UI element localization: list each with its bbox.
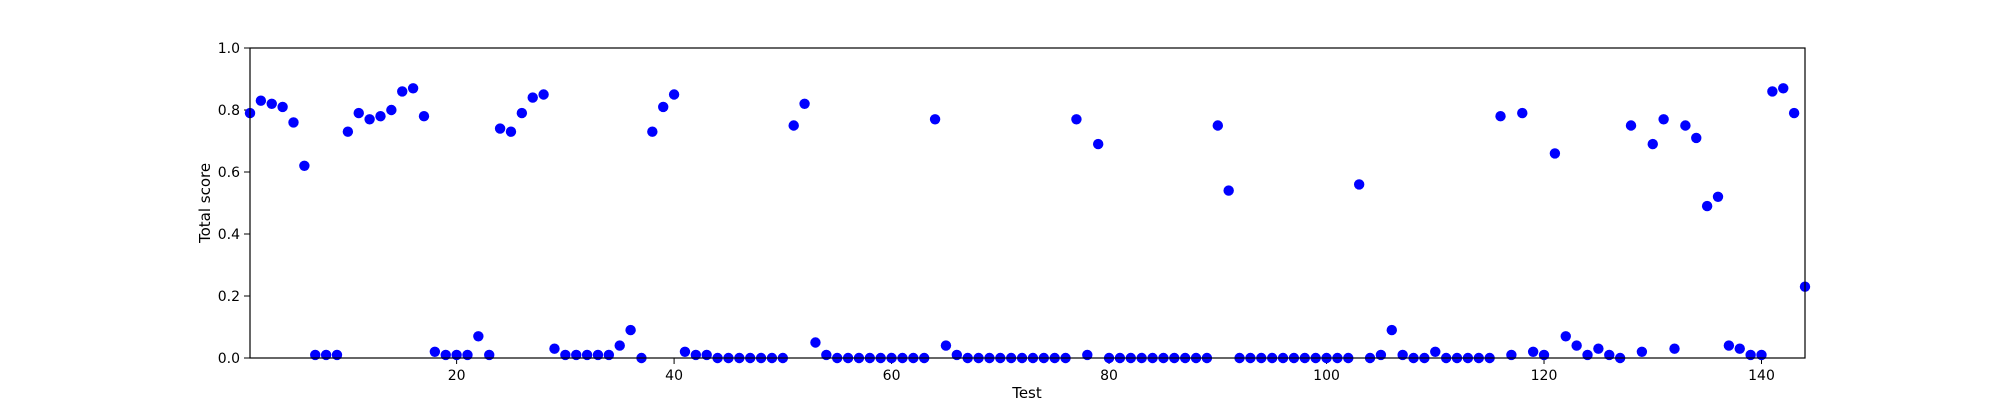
data-point <box>1593 343 1604 354</box>
data-point <box>1658 114 1669 125</box>
data-point <box>375 111 386 122</box>
x-tick-label: 80 <box>1100 368 1118 384</box>
data-point <box>1353 179 1365 190</box>
axis-ticks: 20 40 60 80 100 120 140 0.0 0.2 0.4 0.6 0.8 1.0 <box>218 41 1775 384</box>
plot-area <box>250 48 1805 358</box>
data-point <box>386 104 397 116</box>
data-point <box>1691 132 1702 144</box>
data-point <box>1625 120 1637 131</box>
data-point <box>1647 138 1658 150</box>
data-point <box>799 98 810 110</box>
y-tick-label: 0.8 <box>218 103 240 119</box>
data-point <box>494 123 506 134</box>
data-point <box>266 98 277 110</box>
data-point <box>788 120 799 131</box>
data-point <box>679 346 691 357</box>
data-point <box>418 111 430 122</box>
data-point <box>1071 114 1082 125</box>
data-point <box>1788 107 1800 119</box>
data-point <box>929 114 941 125</box>
data-point <box>364 114 375 125</box>
x-tick-label: 120 <box>1531 368 1558 384</box>
data-point <box>1723 340 1735 351</box>
x-tick-label: 60 <box>883 368 901 384</box>
data-point <box>647 126 658 137</box>
y-tick-label: 0.2 <box>218 289 240 305</box>
data-point <box>1636 346 1648 357</box>
x-tick-label: 40 <box>665 368 683 384</box>
x-axis-label: Test <box>1011 384 1042 400</box>
data-point <box>429 346 441 357</box>
data-point <box>625 324 636 336</box>
data-point <box>1778 83 1789 94</box>
data-point <box>668 89 680 100</box>
y-tick-label: 0.6 <box>218 165 240 181</box>
data-point <box>810 337 821 348</box>
data-point <box>353 107 364 119</box>
data-points <box>244 83 1811 364</box>
data-point <box>940 340 952 351</box>
data-point <box>1495 111 1506 122</box>
data-point <box>538 89 549 100</box>
data-point <box>1680 120 1691 131</box>
data-point <box>342 126 354 137</box>
data-point <box>614 340 625 351</box>
data-point <box>527 92 538 103</box>
data-point <box>1560 331 1571 342</box>
data-point <box>658 101 669 113</box>
y-tick-label: 1.0 <box>218 41 240 57</box>
data-point <box>1527 346 1539 357</box>
data-point <box>1571 340 1582 351</box>
data-point <box>277 101 288 113</box>
data-point <box>1734 343 1745 354</box>
data-point <box>299 160 310 171</box>
y-axis-label: Total score <box>196 163 214 244</box>
data-point <box>505 126 517 137</box>
data-point <box>1223 185 1234 196</box>
data-point <box>549 343 560 354</box>
data-point <box>1430 346 1441 357</box>
x-tick-label: 20 <box>448 368 466 384</box>
x-tick-label: 100 <box>1313 368 1340 384</box>
y-tick-label: 0.0 <box>218 351 240 367</box>
data-point <box>1701 200 1713 212</box>
data-point <box>255 95 267 106</box>
x-tick-label: 140 <box>1748 368 1775 384</box>
data-point <box>1669 343 1680 354</box>
data-point <box>473 331 484 342</box>
data-point <box>397 86 408 97</box>
plot-frame <box>249 47 1806 359</box>
data-point <box>1549 148 1561 159</box>
data-point <box>288 117 299 128</box>
y-tick-label: 0.4 <box>218 227 240 243</box>
data-point <box>516 107 528 119</box>
data-point <box>407 83 419 94</box>
data-point <box>1712 191 1724 202</box>
data-point <box>1517 107 1528 119</box>
data-point <box>1212 120 1223 131</box>
data-point <box>1386 324 1397 336</box>
data-point <box>1092 138 1104 150</box>
data-point <box>1767 86 1778 97</box>
